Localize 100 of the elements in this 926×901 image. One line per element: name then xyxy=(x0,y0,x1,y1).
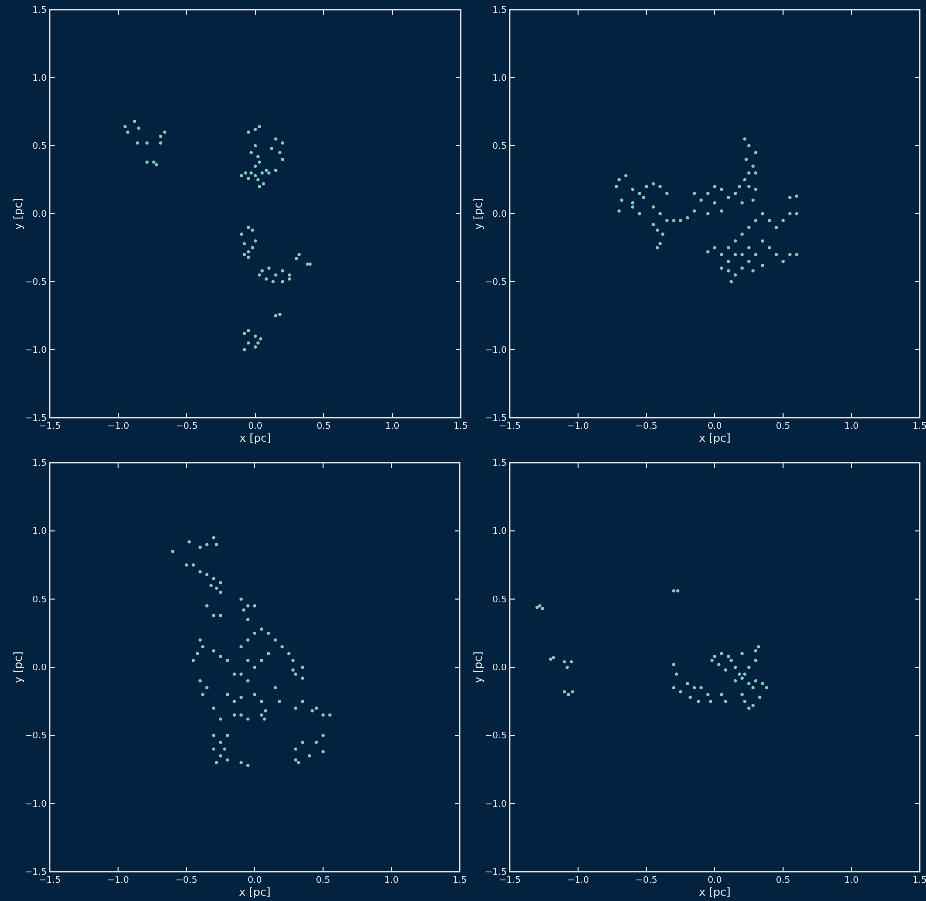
point xyxy=(538,604,542,608)
point xyxy=(743,672,747,676)
point xyxy=(541,607,544,610)
x-tick-label: −1.0 xyxy=(567,422,590,432)
y-tick-label: −1.5 xyxy=(485,868,507,878)
y-axis-title: y [pc] xyxy=(12,198,25,230)
x-tick-label: −0.5 xyxy=(176,422,198,432)
point xyxy=(724,668,728,672)
x-tick-label: 1.0 xyxy=(385,422,400,432)
point xyxy=(571,690,574,694)
point xyxy=(675,672,678,676)
x-tick-label: 1.5 xyxy=(452,876,468,886)
point xyxy=(754,659,758,662)
point xyxy=(692,686,696,690)
point xyxy=(566,666,569,670)
y-tick-label: −0.5 xyxy=(25,278,47,288)
point xyxy=(754,680,758,683)
x-tick-label: 0.0 xyxy=(708,876,722,886)
point xyxy=(720,693,724,696)
point xyxy=(672,686,676,690)
y-tick-label: −1.0 xyxy=(25,800,48,810)
x-tick-label: 0.0 xyxy=(248,422,263,432)
x-tick-label: 0.5 xyxy=(776,876,790,886)
y-axis-title: y [pc] xyxy=(472,198,485,230)
x-tick-label: 0.5 xyxy=(316,422,332,432)
x-axis-title: x [pc] xyxy=(699,432,731,445)
y-tick-label: −1.5 xyxy=(25,414,47,424)
x-tick-label: −1.5 xyxy=(499,876,521,886)
y-axis-title: y [pc] xyxy=(472,652,485,684)
point xyxy=(734,680,738,683)
y-tick-label: 0.0 xyxy=(32,664,48,674)
x-tick-label: −1.5 xyxy=(39,422,61,432)
point xyxy=(730,659,733,662)
point xyxy=(734,666,738,670)
x-tick-label: −0.5 xyxy=(176,876,198,886)
point xyxy=(549,658,553,661)
x-tick-label: 1.5 xyxy=(912,422,926,432)
point xyxy=(700,686,703,690)
y-tick-label: −0.5 xyxy=(25,732,47,742)
y-tick-label: 0.0 xyxy=(492,210,508,220)
point xyxy=(688,696,692,700)
point xyxy=(758,696,762,700)
x-axis-title: x [pc] xyxy=(239,886,271,899)
point xyxy=(757,645,760,649)
y-tick-label: −1.5 xyxy=(485,414,507,424)
y-tick-label: 1.5 xyxy=(492,6,507,16)
point xyxy=(697,700,700,704)
y-tick-label: 0.5 xyxy=(32,595,47,606)
x-tick-label: 0.5 xyxy=(776,422,790,432)
y-tick-label: −1.0 xyxy=(485,800,508,810)
point xyxy=(754,650,758,653)
x-axis-title: x [pc] xyxy=(699,886,731,899)
y-axis-title: y [pc] xyxy=(12,652,25,684)
point xyxy=(752,704,755,708)
point xyxy=(748,706,751,710)
point xyxy=(738,672,742,676)
point xyxy=(686,682,690,686)
y-tick-label: 0.5 xyxy=(492,142,507,152)
y-tick-label: 1.5 xyxy=(32,459,47,469)
x-tick-label: −1.5 xyxy=(499,422,521,432)
y-tick-label: 0.0 xyxy=(492,664,508,674)
point xyxy=(676,590,680,593)
x-tick-label: 1.5 xyxy=(454,422,468,432)
point xyxy=(570,660,574,664)
point xyxy=(748,682,751,686)
point xyxy=(724,700,728,704)
point xyxy=(567,693,570,696)
point xyxy=(761,682,764,686)
x-tick-label: 1.0 xyxy=(384,876,400,886)
point xyxy=(679,690,682,694)
point xyxy=(713,654,717,658)
x-tick-label: 1.5 xyxy=(912,876,926,886)
point xyxy=(563,660,566,664)
point xyxy=(748,666,751,670)
y-tick-label: 1.5 xyxy=(492,459,507,469)
x-tick-label: 0.0 xyxy=(248,876,262,886)
x-tick-label: −1.0 xyxy=(567,876,590,886)
y-tick-label: 0.0 xyxy=(32,210,48,220)
point xyxy=(672,663,676,666)
point xyxy=(672,590,676,593)
point xyxy=(740,652,744,656)
x-tick-label: −1.0 xyxy=(107,876,130,886)
point xyxy=(765,686,769,690)
y-tick-label: 1.0 xyxy=(492,74,508,84)
point xyxy=(706,693,710,696)
point xyxy=(710,659,714,662)
point xyxy=(563,690,566,694)
y-tick-label: −0.5 xyxy=(485,278,507,288)
x-tick-label: 1.0 xyxy=(844,876,860,886)
point xyxy=(718,663,721,666)
y-tick-label: 1.5 xyxy=(32,6,47,16)
x-tick-label: 0.5 xyxy=(316,876,330,886)
point xyxy=(709,700,712,704)
y-tick-label: −1.5 xyxy=(25,868,47,878)
point xyxy=(552,656,556,660)
y-tick-label: 1.0 xyxy=(32,527,48,538)
y-tick-label: 0.5 xyxy=(32,142,47,152)
y-tick-label: 0.5 xyxy=(492,595,507,606)
point xyxy=(727,654,730,658)
point xyxy=(740,693,744,696)
